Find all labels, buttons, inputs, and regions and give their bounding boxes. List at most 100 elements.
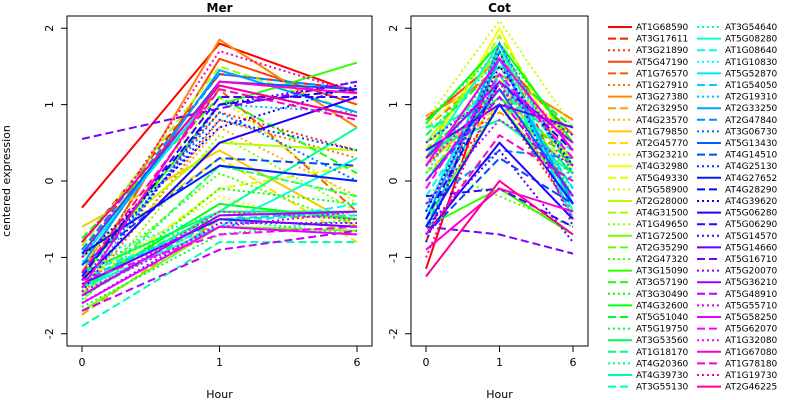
legend-label-at1g27910: AT1G27910 bbox=[636, 81, 689, 91]
legend-label-at1g68590: AT1G68590 bbox=[636, 23, 689, 33]
mer-line-at5g47190 bbox=[81, 57, 358, 281]
legend-label-at5g58900: AT5G58900 bbox=[636, 185, 689, 195]
legend: AT1G68590AT3G17611AT3G21890AT5G47190AT1G… bbox=[608, 23, 778, 393]
cot-x-tick-label-6: 6 bbox=[570, 356, 577, 369]
legend-label-at5g48910: AT5G48910 bbox=[725, 290, 778, 300]
legend-label-at2g45770: AT2G45770 bbox=[636, 139, 689, 149]
cot-line-at5g58900 bbox=[425, 18, 574, 129]
mer-x-tick-label-6: 6 bbox=[354, 356, 361, 369]
legend-label-at5g58250: AT5G58250 bbox=[725, 313, 778, 323]
cot-line-at1g67080 bbox=[425, 187, 574, 251]
cot-line-at5g62070 bbox=[425, 72, 574, 190]
mer-panel: Mer 0 1 6 Hour -2 -1 0 1 2 centered expression bbox=[0, 1, 373, 400]
cot-line-at4g39620 bbox=[425, 64, 574, 213]
mer-line-at5g06280 bbox=[81, 96, 358, 282]
mer-line-at5g55710 bbox=[81, 210, 358, 293]
legend-label-at1g10830: AT1G10830 bbox=[725, 58, 778, 68]
cot-line-at5g55710 bbox=[425, 118, 574, 205]
cot-y-tick-label-1: 1 bbox=[387, 101, 400, 108]
cot-panel: Cot 0 1 6 Hour -2 -1 0 1 2 bbox=[387, 1, 589, 400]
legend-label-at4g31500: AT4G31500 bbox=[636, 209, 689, 219]
legend-label-at5g55710: AT5G55710 bbox=[725, 301, 778, 311]
mer-x-tick-label-0: 0 bbox=[79, 356, 86, 369]
legend-label-at1g76570: AT1G76570 bbox=[636, 69, 689, 79]
mer-y-axis-label: centered expression bbox=[0, 125, 13, 237]
legend-label-at4g32980: AT4G32980 bbox=[636, 162, 689, 172]
mer-line-at2g19310 bbox=[81, 103, 358, 289]
mer-y-tick-label-1: -1 bbox=[43, 252, 56, 263]
legend-label-at1g67080: AT1G67080 bbox=[725, 348, 778, 358]
mer-line-at1g68590 bbox=[81, 42, 358, 209]
legend-label-at1g18170: AT1G18170 bbox=[636, 348, 689, 358]
legend-label-at4g32600: AT4G32600 bbox=[636, 301, 689, 311]
cot-line-at5g51040 bbox=[425, 65, 574, 136]
mer-line-at5g20070 bbox=[81, 222, 357, 305]
legend-label-at5g06290: AT5G06290 bbox=[725, 220, 778, 230]
cot-line-at1g32080 bbox=[425, 87, 574, 167]
legend-label-at1g49650: AT1G49650 bbox=[636, 220, 689, 230]
legend-label-at2g28000: AT2G28000 bbox=[636, 197, 689, 207]
mer-y-tick-label-2: 2 bbox=[43, 25, 56, 32]
legend-label-at4g20360: AT4G20360 bbox=[636, 359, 689, 369]
cot-x-tick-label-0: 0 bbox=[423, 356, 430, 369]
cot-line-at1g19730 bbox=[425, 79, 574, 258]
legend-label-at2g19310: AT2G19310 bbox=[725, 93, 778, 103]
mer-series-lines bbox=[81, 38, 358, 327]
mer-line-at1g67080 bbox=[81, 80, 358, 289]
legend-label-at2g33250: AT2G33250 bbox=[725, 104, 778, 114]
legend-label-at4g39730: AT4G39730 bbox=[636, 371, 689, 381]
legend-label-at5g19750: AT5G19750 bbox=[636, 325, 689, 335]
mer-line-at4g14510 bbox=[81, 157, 358, 266]
legend-label-at3g06730: AT3G06730 bbox=[725, 127, 778, 137]
cot-line-at1g18170 bbox=[425, 80, 574, 159]
legend-label-at2g47320: AT2G47320 bbox=[636, 255, 689, 265]
legend-label-at1g78180: AT1G78180 bbox=[725, 359, 778, 369]
cot-y-tick-label-2: -2 bbox=[387, 328, 400, 339]
legend-label-at1g32080: AT1G32080 bbox=[725, 336, 778, 346]
legend-label-at3g27380: AT3G27380 bbox=[636, 93, 689, 103]
mer-title: Mer bbox=[207, 1, 233, 15]
cot-x-axis-label: Hour bbox=[486, 388, 513, 400]
mer-line-at1g78180 bbox=[81, 88, 358, 274]
mer-x-axis-label: Hour bbox=[206, 388, 233, 400]
mer-line-at4g28290 bbox=[81, 88, 358, 274]
legend-label-at4g25130: AT4G25130 bbox=[725, 162, 778, 172]
cot-line-at3g21890 bbox=[425, 102, 574, 213]
mer-line-at3g23210 bbox=[81, 195, 358, 282]
legend-label-at5g47190: AT5G47190 bbox=[636, 58, 689, 68]
legend-label-at5g13430: AT5G13430 bbox=[725, 139, 778, 149]
legend-label-at5g14570: AT5G14570 bbox=[725, 232, 778, 242]
legend-label-at5g62070: AT5G62070 bbox=[725, 325, 778, 335]
mer-line-at3g30490 bbox=[81, 187, 358, 301]
legend-label-at1g72500: AT1G72500 bbox=[636, 232, 689, 242]
legend-label-at5g08280: AT5G08280 bbox=[725, 35, 778, 45]
cot-line-at5g06280 bbox=[425, 141, 574, 236]
mer-line-at5g14660 bbox=[81, 218, 358, 286]
legend-label-at4g23570: AT4G23570 bbox=[636, 116, 689, 126]
mer-line-at5g62070 bbox=[81, 225, 358, 282]
cot-y-tick-label-1: -1 bbox=[387, 252, 400, 263]
legend-label-at5g51040: AT5G51040 bbox=[636, 313, 689, 323]
legend-label-at4g28290: AT4G28290 bbox=[725, 185, 778, 195]
cot-line-at4g14510 bbox=[425, 156, 574, 236]
legend-label-at5g16710: AT5G16710 bbox=[725, 255, 778, 265]
mer-line-at3g21890 bbox=[81, 111, 358, 266]
legend-label-at3g54640: AT3G54640 bbox=[725, 23, 778, 33]
legend-label-at4g39620: AT4G39620 bbox=[725, 197, 778, 207]
cot-y-tick-label-0: 0 bbox=[387, 178, 400, 185]
cot-series-lines bbox=[425, 18, 574, 278]
cot-line-at5g48910 bbox=[425, 95, 574, 197]
mer-line-at5g16710 bbox=[81, 80, 358, 140]
legend-label-at2g46225: AT2G46225 bbox=[725, 383, 777, 393]
legend-label-at5g20070: AT5G20070 bbox=[725, 267, 778, 277]
mer-line-at5g06290 bbox=[81, 96, 357, 278]
cot-line-at2g46225 bbox=[425, 179, 574, 278]
cot-line-at4g25130 bbox=[425, 48, 574, 243]
mer-line-at4g27652 bbox=[81, 164, 358, 255]
legend-label-at1g08640: AT1G08640 bbox=[725, 46, 778, 56]
mer-line-at4g31500 bbox=[81, 65, 358, 247]
mer-y-tick-label-2: -2 bbox=[43, 328, 56, 339]
legend-label-at2g47840: AT2G47840 bbox=[725, 116, 778, 126]
legend-label-at3g21890: AT3G21890 bbox=[636, 46, 689, 56]
